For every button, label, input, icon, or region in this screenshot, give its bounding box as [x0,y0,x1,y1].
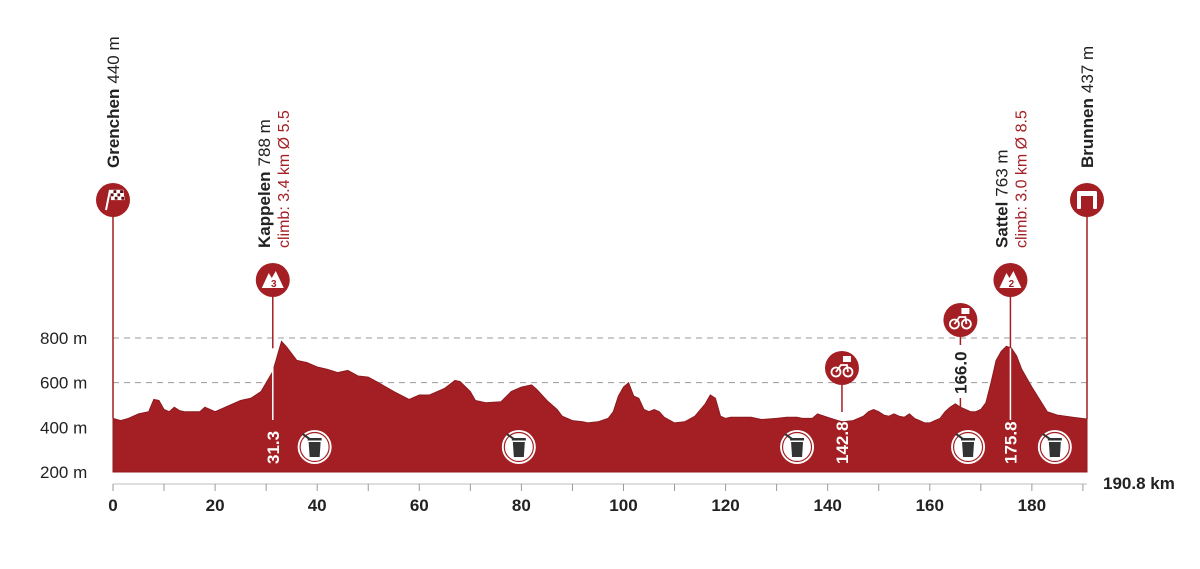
x-tick-label: 60 [410,496,429,515]
y-tick-label: 200 m [40,463,87,482]
bin-lid [790,438,805,441]
bin-body [512,442,525,457]
bin-lid [307,438,322,441]
bin-toss-arm [955,433,964,440]
bike-frame [953,316,968,325]
bin-toss-arm [506,433,515,440]
bin-lid [511,438,526,441]
climb-category-label: 3 [271,279,277,290]
bin-body [791,442,804,457]
climb-km-label: 175.8 [1001,421,1020,464]
bin-toss-arm [784,433,793,440]
flag-square [120,196,125,201]
place-name: Grenchen [104,89,123,168]
bin-body [308,442,321,457]
finish-flag-icon [96,183,130,217]
bike-wheel-rear [830,366,842,378]
climb-name: Kappelen [255,171,274,248]
flag-square [113,193,118,197]
arch-right-post [1093,194,1097,209]
mountain-shape [261,271,284,288]
flag-square [113,189,117,194]
flag-square [110,196,115,201]
mountain-shape [999,271,1022,288]
climb-detail: climb: 3.0 km Ø 8.5 [1013,110,1030,248]
sprint-flag [961,308,970,314]
place-elevation: 437 m [1078,46,1097,93]
bicycle-sprint-icon [943,303,978,337]
x-tick-label: 180 [1018,496,1046,515]
climb-name: Sattel [992,202,1011,248]
trash-bin-icon [951,430,986,464]
place-name: Brunnen [1078,98,1097,168]
climb-detail: climb: 3.4 km Ø 5.5 [276,110,293,248]
trash-bin-ring [1039,431,1070,463]
bicycle-sprint-icon-badge [943,303,978,337]
trash-bin-icon [1037,430,1072,464]
y-tick-label: 600 m [40,374,87,393]
bin-body [1048,442,1061,457]
finish-arch-icon [1070,183,1104,217]
place-label: Grenchen 440 m [104,36,123,168]
axis-layer: 0 20 40 60 80 100 120 140 160 180 [108,483,1087,515]
x-tick-label: 80 [512,496,531,515]
trash-bin-ring [781,431,813,463]
x-tick-label: 140 [813,496,841,515]
y-tick-label: 400 m [40,418,87,437]
trash-bin-icon [501,430,536,464]
flag-square [114,196,118,201]
bin-lid [961,438,976,441]
bin-toss-arm [302,433,311,440]
place-elevation: 440 m [104,36,123,83]
trash-bin-ring [503,431,534,463]
bicycle-sprint-icon [824,351,859,385]
x-tick-label: 20 [206,496,225,515]
x-tick-label: 120 [711,496,739,515]
bin-toss-arm [1042,433,1051,440]
flag-square [119,189,124,194]
bin-lid [1047,438,1062,441]
x-tick-label: 100 [609,496,637,515]
arch-left-post [1077,194,1081,209]
climb-km-label: 31.3 [264,431,283,464]
climb-label: Sattel 763 m [992,149,1011,248]
total-distance-label: 190.8 km [1103,474,1175,493]
sprint-km-label: 166.0 [951,351,970,394]
finish-arch-icon-badge [1070,183,1104,217]
sprint-km-label: 142.8 [833,421,852,464]
x-tick-label: 40 [308,496,327,515]
climb-elevation: 763 m [992,149,1011,196]
flag-square [120,193,124,197]
flag-square [117,196,122,201]
x-tick-label: 160 [916,496,944,515]
climb-label: Kappelen 788 m [255,119,274,248]
x-tick-label: 0 [108,496,117,515]
climb-category-label: 2 [1009,279,1015,290]
flag-pole [105,189,111,211]
climb-elevation: 788 m [255,119,274,166]
flag-square [116,189,121,194]
profile-layer [112,340,1088,473]
trash-bin-icon [780,430,815,464]
sprint-flag [842,356,851,362]
flag-square [116,193,121,197]
mountain-category-icon: 2 [993,263,1028,297]
mountain-category-icon: 3 [255,263,290,297]
bike-frame [835,364,849,373]
place-label: Brunnen 437 m [1078,46,1097,168]
flag-square [110,193,115,197]
bike-wheel-rear [949,318,960,330]
trash-bin-ring [299,431,330,463]
trash-bin-icon [297,430,332,464]
arch-banner [1077,191,1097,196]
flag-square [109,189,114,194]
bin-body [962,442,975,457]
elevation-profile-area [112,340,1088,473]
bicycle-sprint-icon-badge [824,351,859,385]
y-tick-label: 800 m [40,329,87,348]
trash-bin-ring [952,431,984,463]
